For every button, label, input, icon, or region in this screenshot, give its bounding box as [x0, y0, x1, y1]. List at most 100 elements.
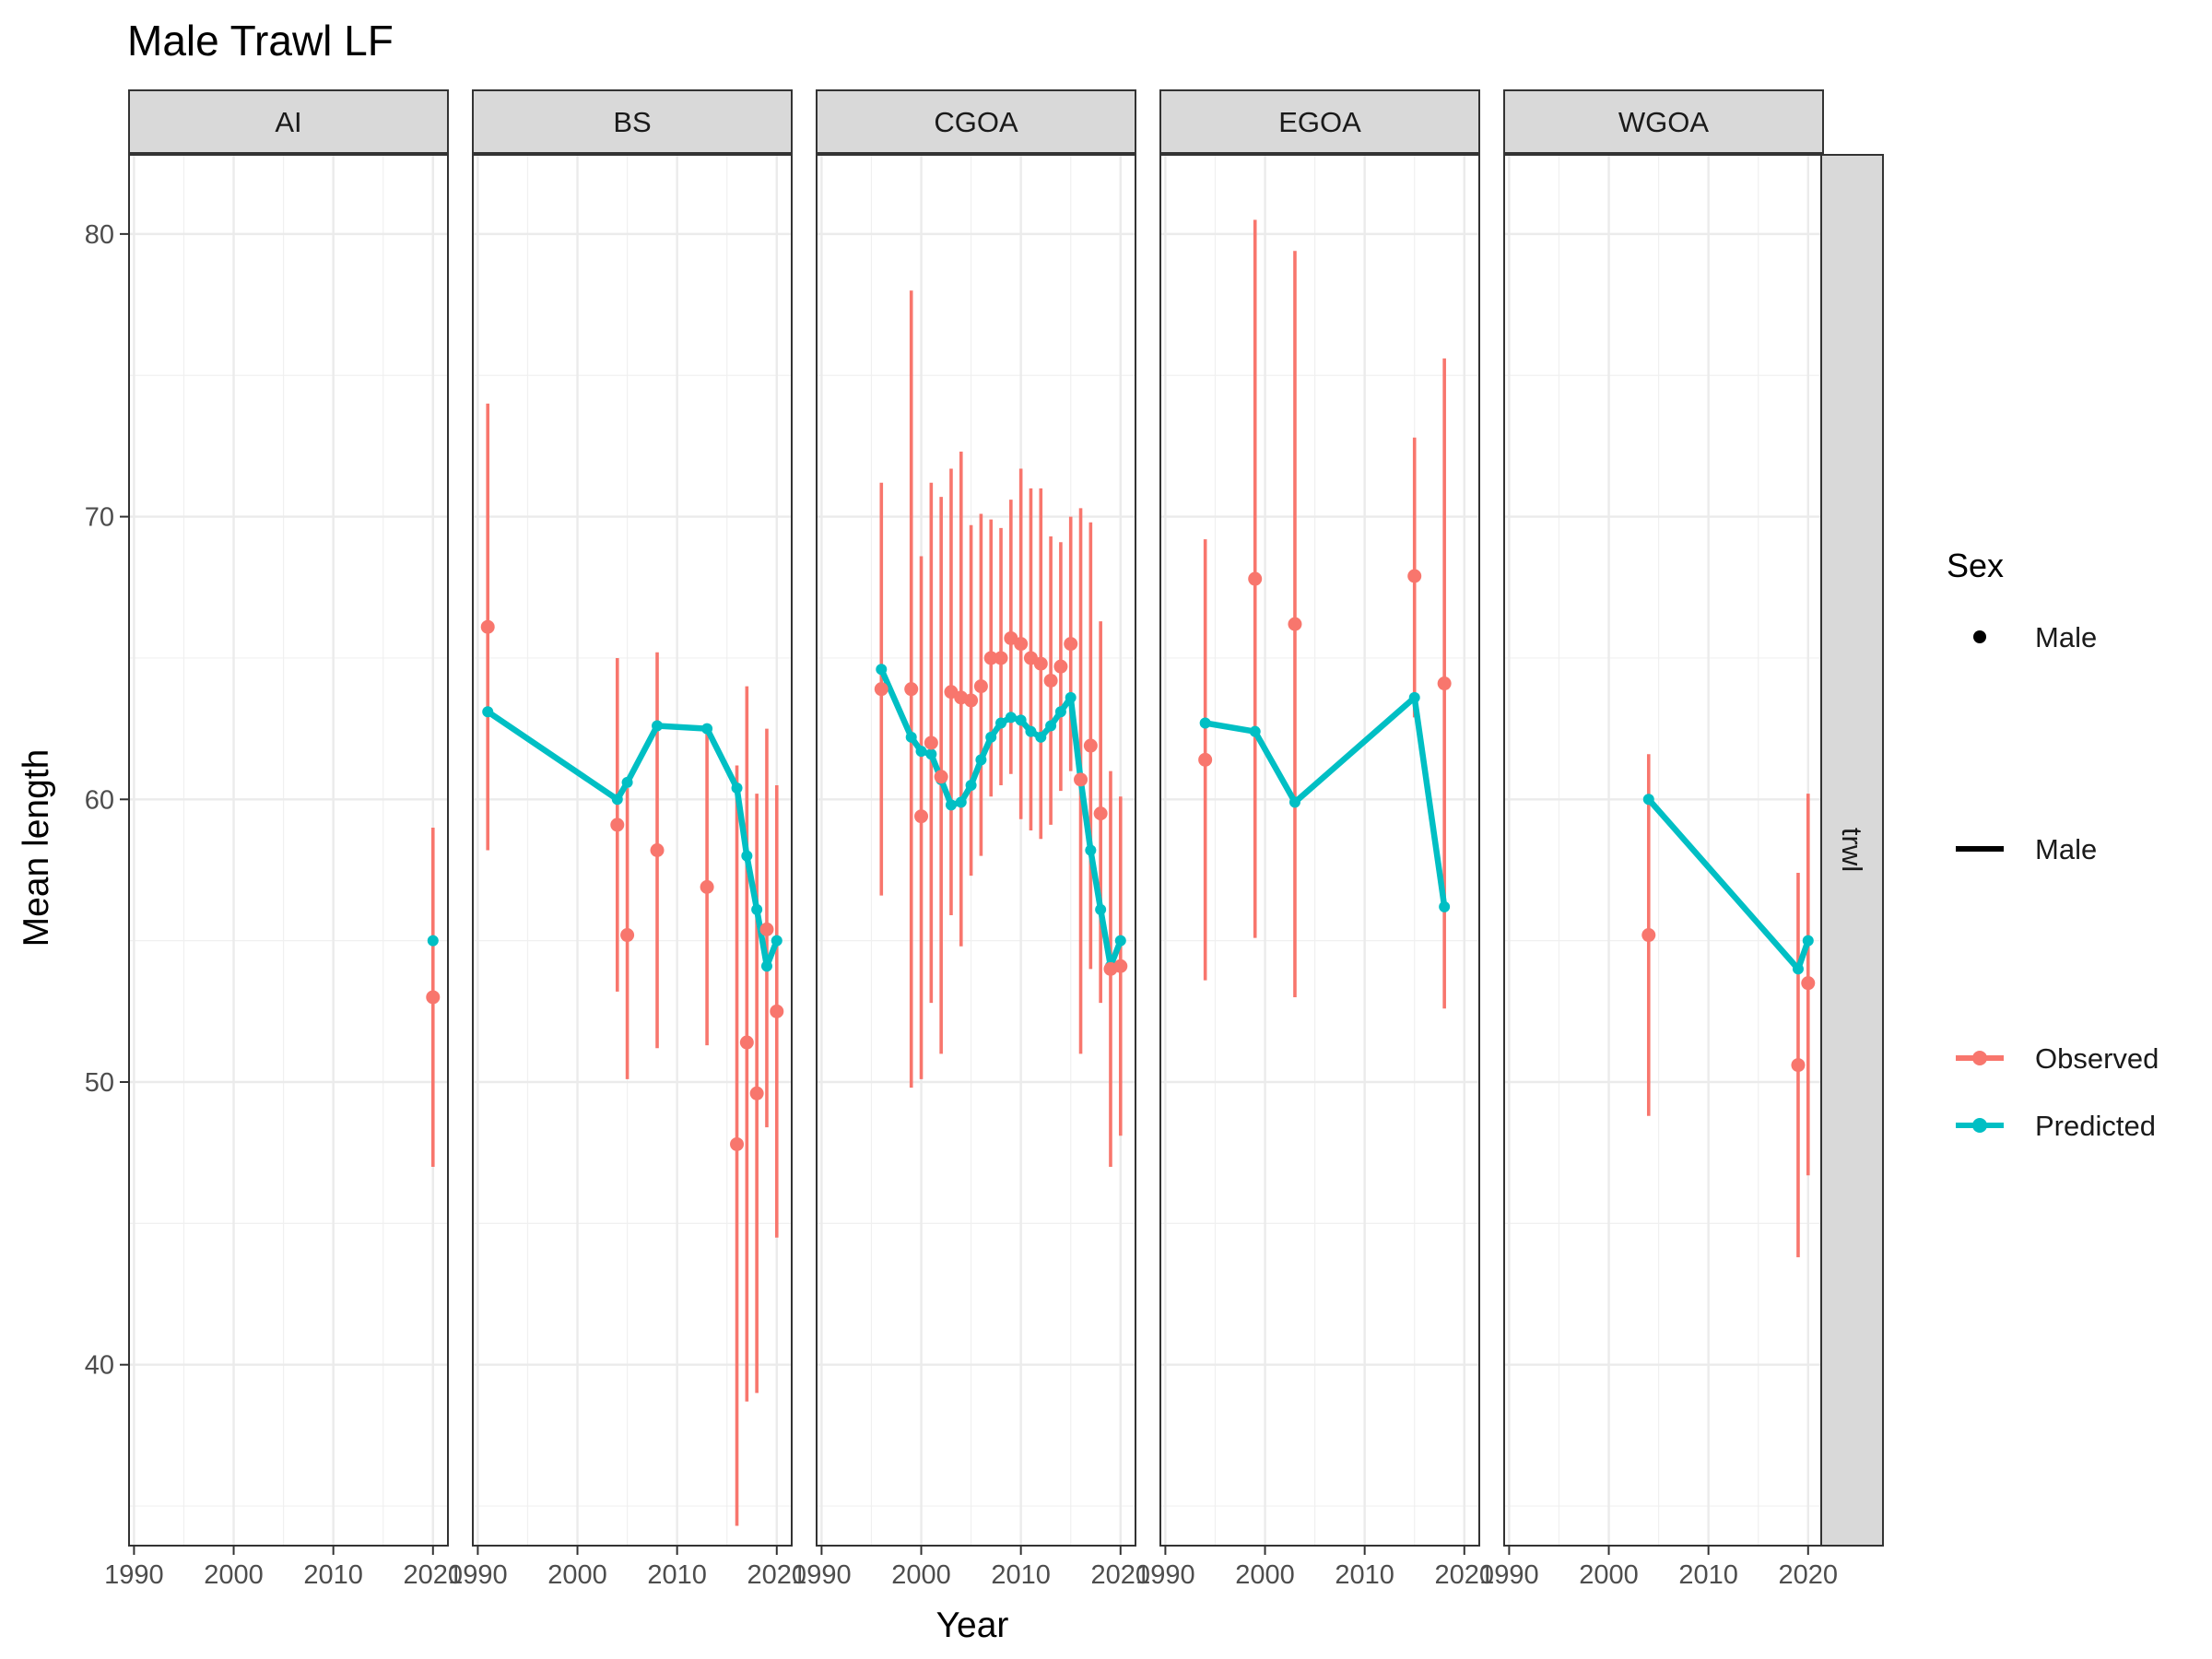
observed-point: [1248, 571, 1263, 586]
observed-point: [426, 990, 441, 1005]
legend: Sex Male Male Observed Predicted: [1947, 547, 2159, 1142]
strip-label: CGOA: [934, 106, 1018, 138]
predicted-point: [995, 717, 1007, 729]
predicted-point: [1199, 717, 1211, 729]
x-tick-label: 1990: [792, 1560, 852, 1590]
panel-cgoa: CGOA: [816, 89, 1136, 1547]
predicted-point: [1054, 706, 1066, 718]
observed-point: [994, 651, 1008, 665]
predicted-point: [741, 850, 753, 862]
panel-bs: BS: [472, 89, 793, 1547]
y-tick-label: 70: [85, 503, 114, 533]
legend-predicted-label: Predicted: [2035, 1110, 2156, 1142]
observed-point: [1043, 673, 1058, 688]
predicted-point: [1792, 963, 1804, 975]
predicted-point: [427, 935, 439, 947]
predicted-point: [1408, 691, 1420, 703]
x-tick-label: 2020: [1779, 1560, 1839, 1590]
legend-observed-point: [1972, 1051, 1987, 1065]
y-tick-label: 50: [85, 1068, 114, 1098]
panel-ai: AI: [128, 89, 449, 1547]
y-tick-label: 60: [85, 785, 114, 815]
y-axis-label: Mean length: [17, 749, 56, 947]
predicted-point: [985, 731, 997, 743]
predicted-line: [486, 709, 780, 970]
strip-label: AI: [275, 106, 301, 138]
legend-predicted-point: [1972, 1118, 1987, 1133]
legend-observed-label: Observed: [2035, 1042, 2159, 1075]
x-tick-label: 1990: [1135, 1560, 1195, 1590]
predicted-point: [955, 796, 967, 808]
predicted-point: [760, 960, 772, 972]
y-tick-label: 40: [85, 1351, 114, 1381]
panel-egoa: EGOA: [1159, 89, 1480, 1547]
x-tick-label: 2020: [1435, 1560, 1495, 1590]
observed-point: [1074, 772, 1088, 787]
panel-background: [129, 155, 448, 1546]
predicted-point: [1114, 935, 1126, 947]
predicted-point: [1439, 900, 1451, 912]
observed-point: [1288, 617, 1302, 631]
row-strip-box: [1820, 154, 1884, 1547]
x-tick-label: 2020: [1091, 1560, 1151, 1590]
observed-point: [964, 693, 979, 708]
observed-point: [1641, 928, 1656, 943]
observed-point: [1053, 659, 1068, 674]
x-tick-label: 2000: [204, 1560, 264, 1590]
observed-point: [1791, 1058, 1806, 1073]
predicted-point: [1085, 844, 1097, 856]
panel-border: [128, 154, 449, 1547]
predicted-point: [965, 779, 977, 791]
predicted-point: [1025, 725, 1037, 737]
observed-point: [983, 651, 998, 665]
predicted-point: [1065, 691, 1077, 703]
observed-point: [620, 928, 635, 943]
observed-point: [1014, 637, 1029, 652]
predicted-point: [1642, 794, 1654, 806]
x-tick-label: 2020: [747, 1560, 807, 1590]
observed-point: [1113, 959, 1128, 973]
observed-point: [650, 843, 665, 857]
x-tick-label: 2000: [1235, 1560, 1295, 1590]
x-tick-label: 1990: [448, 1560, 508, 1590]
predicted-point: [611, 794, 623, 806]
predicted-point: [876, 664, 888, 676]
panel-wgoa: WGOA: [1503, 89, 1824, 1547]
legend-shape-key: [1973, 630, 1986, 643]
x-tick-label: 2000: [547, 1560, 607, 1590]
observed-point: [914, 809, 929, 824]
strip-wgoa: [1503, 89, 1824, 154]
predicted-point: [915, 746, 927, 758]
observed-point: [934, 770, 948, 784]
observed-point: [480, 619, 495, 634]
observed-point: [700, 879, 714, 894]
predicted-point: [751, 903, 763, 915]
predicted-point: [1045, 720, 1057, 732]
y-tick-label: 80: [85, 220, 114, 250]
observed-point: [1198, 752, 1213, 767]
panel-background: [1160, 155, 1479, 1546]
observed-point: [770, 1004, 784, 1018]
observed-point: [1407, 569, 1422, 583]
x-tick-label: 2020: [404, 1560, 464, 1590]
predicted-point: [482, 706, 494, 718]
legend-title: Sex: [1947, 547, 2004, 584]
observed-point: [749, 1086, 764, 1100]
predicted-point: [771, 935, 782, 947]
predicted-point: [1015, 714, 1027, 726]
observed-point: [730, 1136, 745, 1151]
x-tick-label: 1990: [1479, 1560, 1539, 1590]
x-tick-label: 2010: [647, 1560, 707, 1590]
observed-point: [1083, 738, 1098, 753]
x-tick-label: 2000: [891, 1560, 951, 1590]
row-strip-label: trwl: [1836, 828, 1868, 872]
strip-ai: [128, 89, 449, 154]
x-tick-label: 2010: [1335, 1560, 1394, 1590]
panel-border: [472, 154, 793, 1547]
observed-point: [924, 735, 938, 750]
strip-label: WGOA: [1618, 106, 1709, 138]
predicted-point: [1288, 796, 1300, 808]
strip-bs: [472, 89, 793, 154]
observed-point: [1437, 677, 1452, 691]
